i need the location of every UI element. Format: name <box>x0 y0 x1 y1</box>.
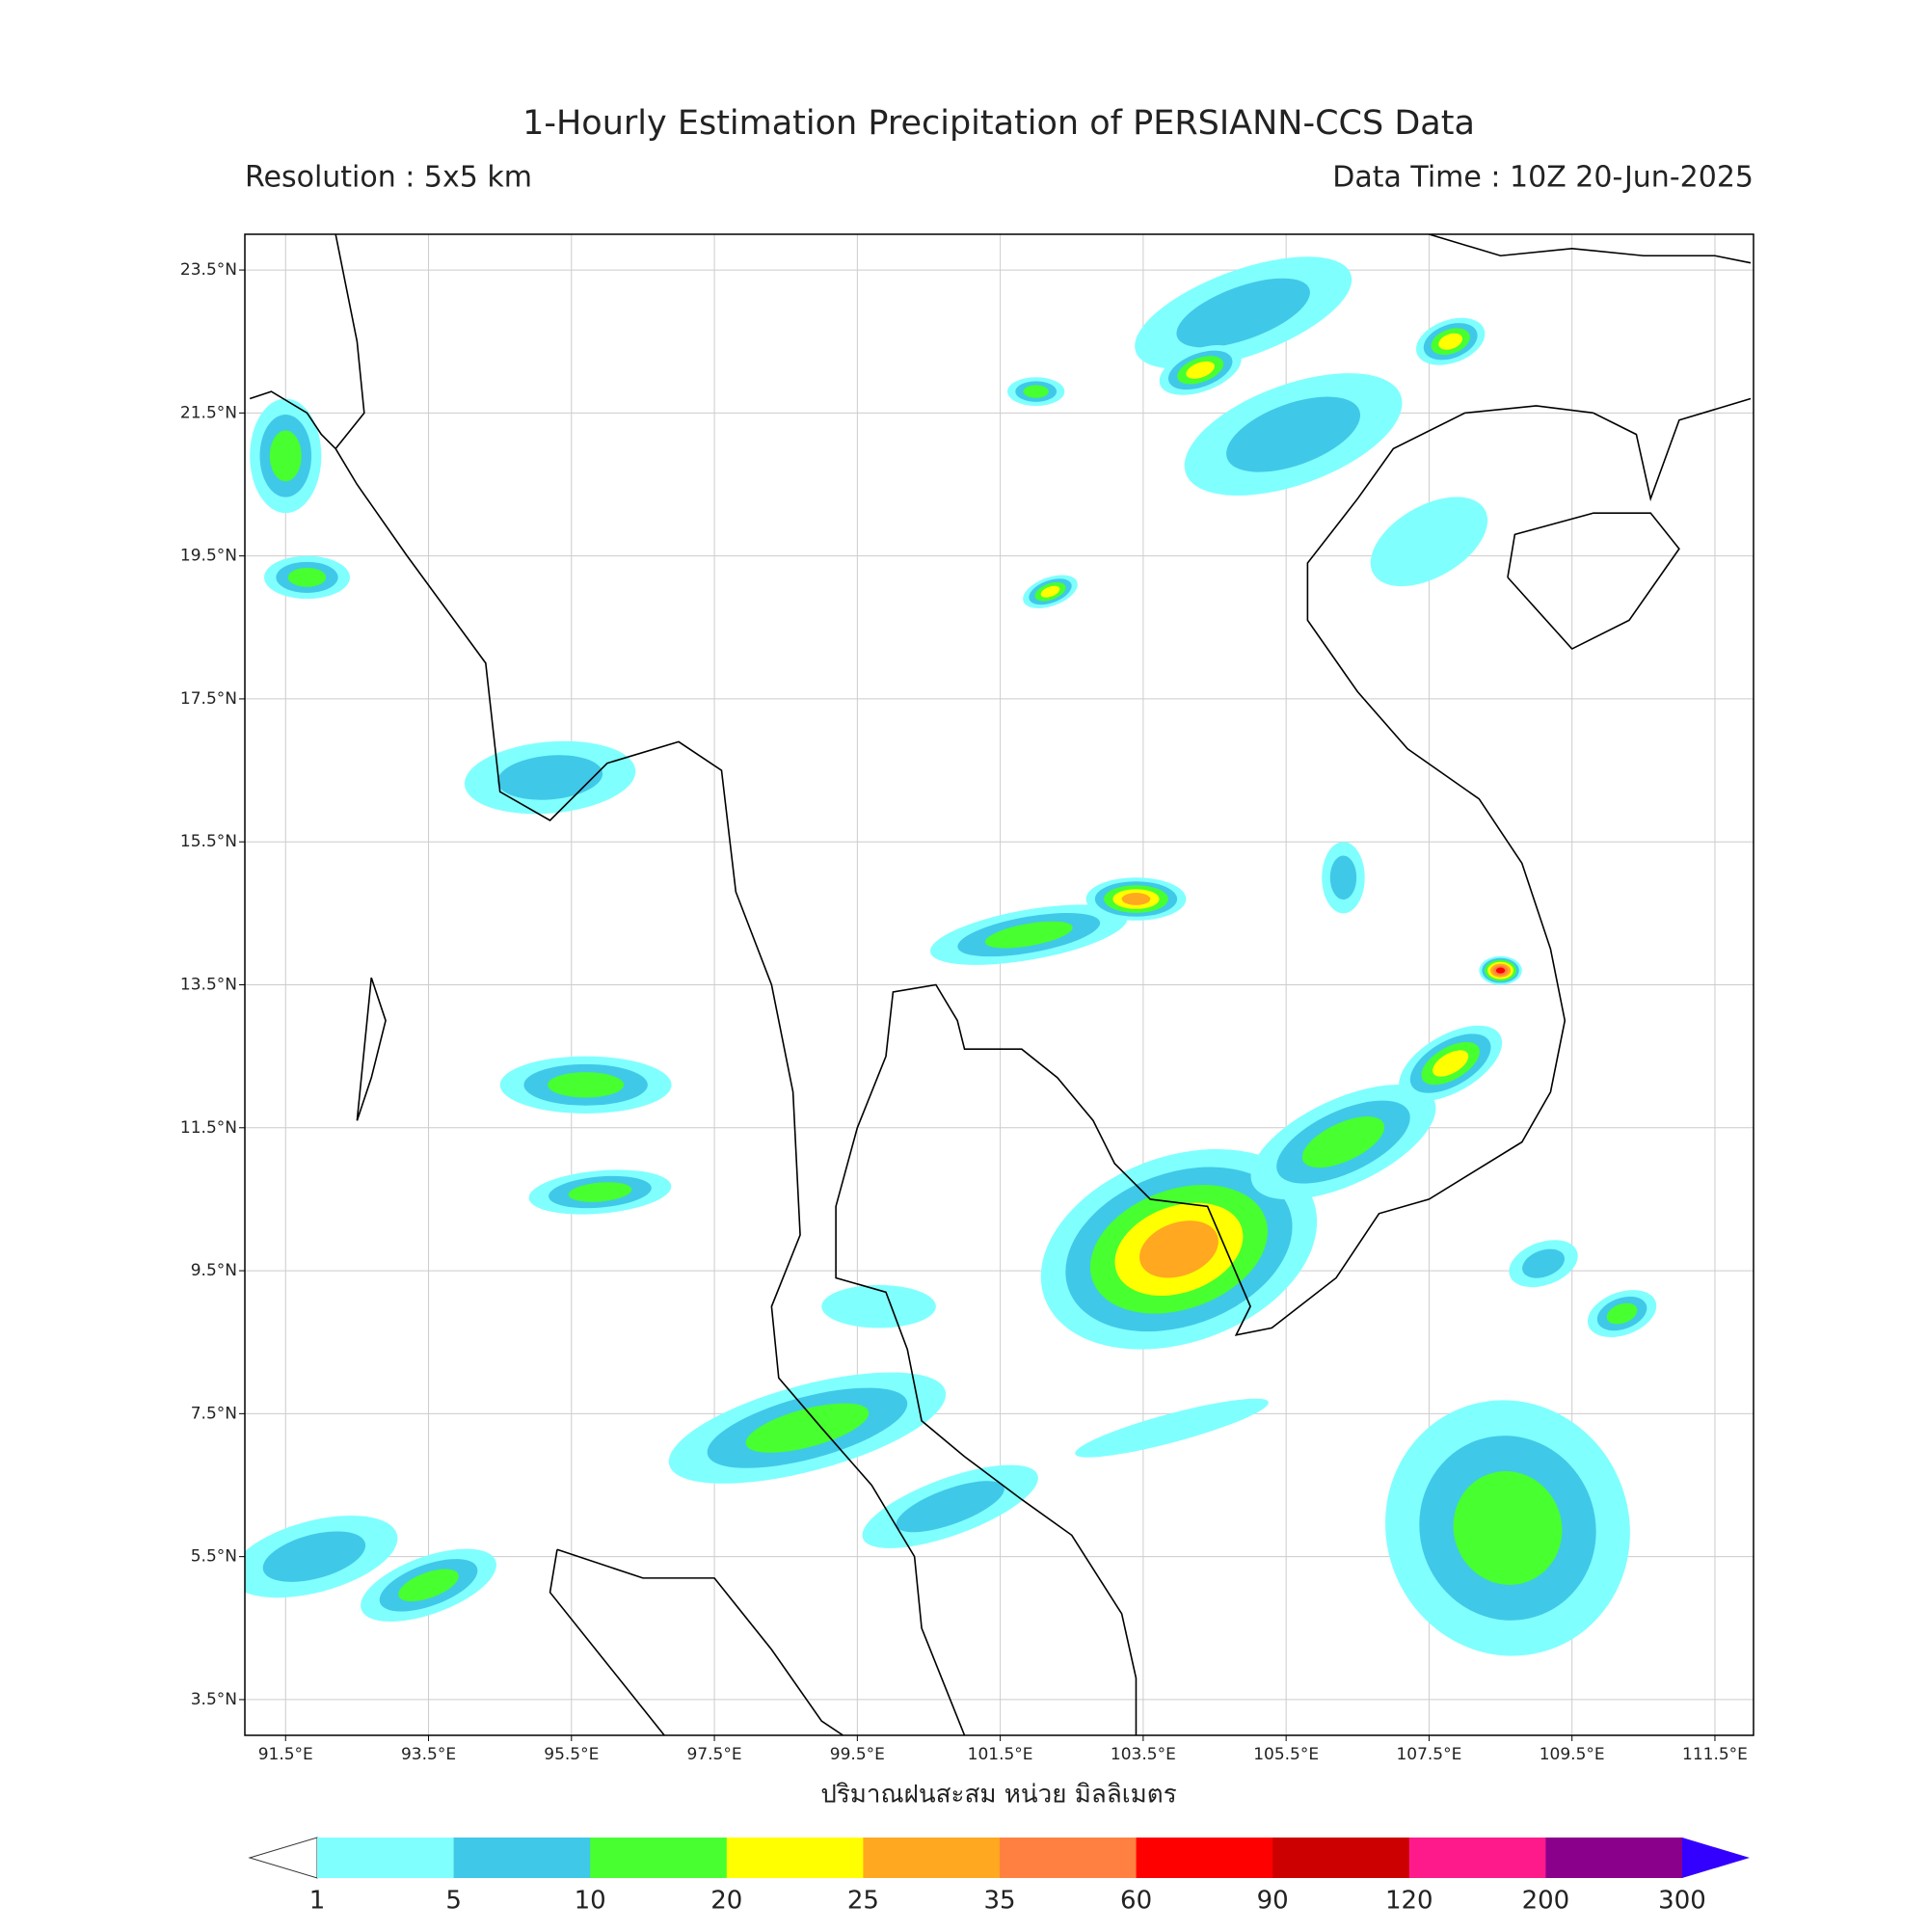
colorbar-label: 5 <box>445 1887 462 1916</box>
x-tick-label: 103.5°E <box>1111 1745 1176 1764</box>
rain-area <box>1040 585 1060 598</box>
colorbar-over <box>1682 1838 1750 1878</box>
rain-area <box>984 921 1073 949</box>
y-tick-label: 19.5°N <box>180 547 237 566</box>
colorbar-label: 200 <box>1522 1887 1570 1916</box>
colorbar-label: 1 <box>309 1887 326 1916</box>
x-axis-label: ปริมาณฝนสะสม หน่วย มิลลิเมตร <box>820 1781 1176 1810</box>
coastlines <box>249 234 1752 1735</box>
colorbar-segment <box>1136 1838 1273 1878</box>
rain-area <box>1075 1398 1269 1458</box>
rain-area <box>1438 333 1463 350</box>
rain-area <box>1606 1302 1638 1325</box>
y-tick-label: 9.5°N <box>191 1261 237 1280</box>
x-tick-label: 107.5°E <box>1396 1745 1461 1764</box>
colorbar-segment <box>1545 1838 1683 1878</box>
x-tick-label: 105.5°E <box>1253 1745 1319 1764</box>
y-tick-label: 21.5°N <box>180 403 237 422</box>
rain-area <box>1186 361 1215 379</box>
rain-area <box>1023 385 1049 398</box>
colorbar-segment <box>863 1838 1001 1878</box>
rain-area <box>269 430 302 482</box>
x-tick-label: 95.5°E <box>544 1745 599 1764</box>
colorbar-segment <box>453 1838 591 1878</box>
x-tick-label: 99.5°E <box>830 1745 885 1764</box>
rain-area <box>1301 1116 1385 1168</box>
rain-area <box>398 1569 459 1602</box>
coastline <box>835 397 1752 1735</box>
x-tick-label: 91.5°E <box>258 1745 313 1764</box>
rain-area <box>262 1531 366 1582</box>
colorbar-segment <box>726 1838 864 1878</box>
y-tick-label: 5.5°N <box>191 1547 237 1567</box>
x-tick-label: 93.5°E <box>401 1745 456 1764</box>
colorbar-segment <box>590 1838 728 1878</box>
rain-area <box>1139 1221 1218 1278</box>
data-time: Data Time : 10Z 20-Jun-2025 <box>1332 161 1754 195</box>
x-tick-label: 111.5°E <box>1682 1745 1748 1764</box>
coastline <box>556 1548 844 1735</box>
colorbar: 1 5 10 20 25 35 60 90 120 200 300 <box>248 1837 1750 1916</box>
x-tick-label: 109.5°E <box>1540 1745 1605 1764</box>
x-tick-label: 101.5°E <box>968 1745 1033 1764</box>
colorbar-label: 120 <box>1385 1887 1433 1916</box>
precipitation <box>245 256 1657 1656</box>
coastline <box>1507 512 1680 651</box>
y-tick-label: 17.5°N <box>180 689 237 709</box>
rain-area <box>1121 893 1151 905</box>
colorbar-label: 90 <box>1257 1887 1289 1916</box>
rain-area <box>1495 967 1506 974</box>
title: 1-Hourly Estimation Precipitation of PER… <box>522 104 1475 143</box>
rain-area <box>821 1284 936 1328</box>
resolution: Resolution : 5x5 km <box>245 161 532 195</box>
colorbar-label: 25 <box>847 1887 879 1916</box>
coastline <box>249 390 336 449</box>
colorbar-label: 300 <box>1658 1887 1706 1916</box>
y-tick-label: 7.5°N <box>191 1404 237 1423</box>
y-tick-label: 3.5°N <box>191 1690 237 1709</box>
rain-area <box>745 1403 870 1453</box>
colorbar-label: 20 <box>710 1887 742 1916</box>
coastline <box>1429 234 1752 264</box>
rain-area <box>1226 396 1361 472</box>
rain-area <box>896 1481 1004 1533</box>
colorbar-segment <box>1408 1838 1546 1878</box>
colorbar-label: 60 <box>1120 1887 1152 1916</box>
map-frame <box>244 233 1754 1736</box>
colorbar-segment <box>1272 1838 1410 1878</box>
colorbar-label: 35 <box>983 1887 1015 1916</box>
y-tick-label: 23.5°N <box>180 260 237 280</box>
x-tick-label: 97.5°E <box>687 1745 742 1764</box>
y-tick-label: 13.5°N <box>180 976 237 995</box>
rain-area <box>1370 496 1488 587</box>
rain-area <box>568 1182 632 1202</box>
y-tick-label: 15.5°N <box>180 832 237 851</box>
coastline <box>335 234 365 449</box>
rain-area <box>1176 278 1310 348</box>
rain-area <box>1522 1248 1565 1278</box>
rain-area <box>496 755 603 800</box>
rain-area <box>1433 1050 1469 1077</box>
rain-area <box>548 1072 625 1098</box>
coastline <box>335 448 966 1735</box>
colorbar-label: 10 <box>575 1887 606 1916</box>
colorbar-segment <box>1000 1838 1138 1878</box>
colorbar-under <box>248 1837 318 1879</box>
rain-area <box>1329 855 1357 900</box>
coastline <box>356 977 387 1121</box>
rain-area <box>287 568 327 587</box>
rain-area <box>1453 1471 1563 1585</box>
colorbar-segment <box>317 1838 455 1878</box>
y-tick-label: 11.5°N <box>180 1118 237 1138</box>
coastline <box>549 1549 665 1735</box>
